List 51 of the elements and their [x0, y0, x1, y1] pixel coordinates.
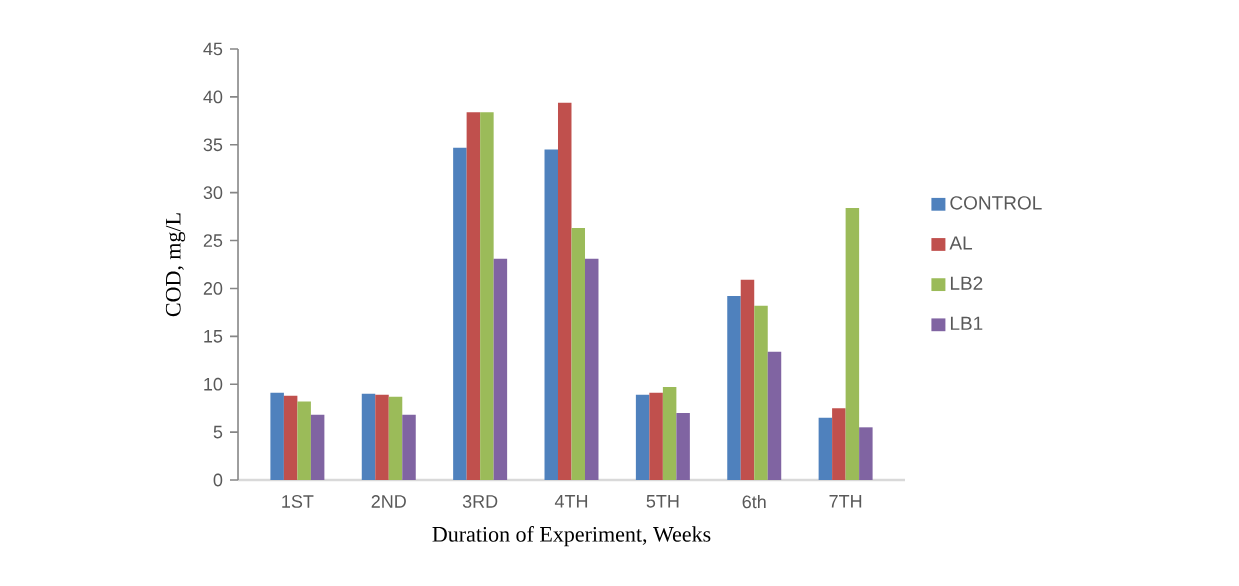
- y-tick-label: 15: [204, 330, 223, 343]
- bar: [310, 414, 325, 480]
- x-tick-label: 6th: [742, 495, 766, 509]
- bar: [649, 392, 663, 480]
- bar: [832, 408, 846, 480]
- x-axis-title: Duration of Experiment, Weeks: [432, 526, 711, 547]
- bar: [767, 351, 782, 480]
- bar: [480, 112, 494, 480]
- y-tick-label: 40: [203, 90, 223, 104]
- bar: [754, 305, 768, 480]
- legend-label: LB2: [950, 276, 983, 290]
- bar: [818, 417, 833, 480]
- bar: [270, 392, 284, 480]
- x-tick-label: 1ST: [282, 495, 314, 508]
- bar: [544, 149, 559, 480]
- bar: [571, 228, 586, 480]
- bar: [676, 412, 690, 480]
- y-tick-label: 5: [213, 425, 223, 439]
- bar: [388, 396, 403, 480]
- bar: [283, 395, 298, 480]
- bar: [859, 427, 873, 480]
- bar: [558, 102, 572, 480]
- legend-label: LB1: [950, 316, 983, 330]
- bar: [297, 401, 311, 480]
- bar: [635, 394, 650, 480]
- x-tick-label: 3RD: [462, 495, 498, 508]
- bar: [727, 296, 741, 480]
- y-tick-label: 20: [203, 282, 223, 295]
- bar: [466, 112, 481, 480]
- bar: [453, 147, 467, 480]
- y-tick-label: 25: [203, 234, 223, 247]
- bar: [361, 393, 376, 480]
- legend-label: CONTROL: [950, 196, 1042, 210]
- x-tick-label: 4TH: [554, 495, 588, 508]
- y-tick-label: 0: [213, 473, 223, 487]
- y-tick-label: 30: [203, 186, 223, 200]
- bar: [662, 387, 677, 480]
- x-tick-label: 7TH: [829, 495, 862, 508]
- y-tick-label: 10: [204, 377, 223, 391]
- bar: [740, 279, 755, 480]
- bar: [845, 208, 860, 480]
- y-tick-label: 45: [203, 42, 223, 56]
- x-tick-label: 2ND: [371, 495, 406, 508]
- y-axis-title: COD, mg/L: [165, 213, 186, 317]
- x-tick-label: 5TH: [646, 495, 679, 508]
- bar: [375, 394, 389, 480]
- bar: [493, 258, 508, 480]
- bar: [584, 258, 599, 480]
- y-tick-label: 35: [203, 138, 223, 152]
- legend-label: AL: [949, 236, 973, 250]
- bar: [402, 414, 416, 480]
